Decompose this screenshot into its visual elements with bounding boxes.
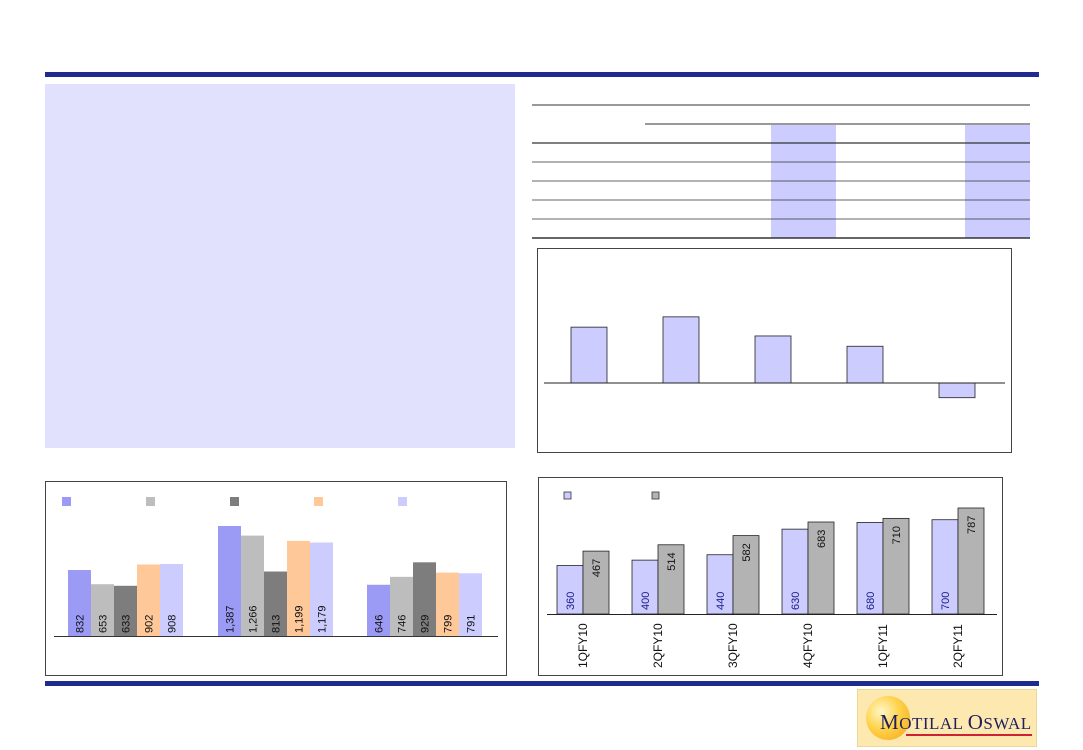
legend-swatch xyxy=(146,497,155,506)
bar-value-label: 633 xyxy=(121,615,133,633)
bar xyxy=(160,563,183,636)
category-label: 3QFY10 xyxy=(726,623,740,668)
bar-chart-growth xyxy=(544,316,1005,399)
motilal-oswal-logo: MOTILAL OSWAL xyxy=(857,689,1037,747)
bar-value-label: 1,266 xyxy=(248,605,260,633)
bar-value-label: 630 xyxy=(790,592,802,610)
bar xyxy=(938,382,976,399)
bar xyxy=(957,507,985,615)
bar xyxy=(310,542,333,636)
category-label: 4QFY10 xyxy=(801,623,815,668)
bar-value-label: 467 xyxy=(591,559,603,577)
bar xyxy=(631,559,659,615)
bar-value-label: 653 xyxy=(98,615,110,633)
bar xyxy=(856,522,884,615)
commentary-panel xyxy=(45,84,515,448)
data-table xyxy=(532,104,1030,239)
category-label: 1QFY10 xyxy=(576,623,590,668)
legend-swatch xyxy=(563,491,572,500)
bar xyxy=(413,562,436,636)
bar-value-label: 908 xyxy=(167,615,179,633)
bar-value-label: 400 xyxy=(640,592,652,610)
bar-value-label: 710 xyxy=(891,526,903,544)
bar xyxy=(114,585,137,636)
grouped-bar-chart: 832 1,387 646 653 1,266 746 633 813 929 902 1,199 7… xyxy=(54,497,498,637)
chart-frame-3: 360 467 1QFY10 400 514 2QFY10 440 582 3QFY10 630 6… xyxy=(538,477,1003,676)
bar-value-label: 832 xyxy=(75,615,87,633)
bar-value-label: 514 xyxy=(666,552,678,570)
header-rule xyxy=(45,72,1039,77)
bar xyxy=(732,535,760,615)
category-label: 1QFY11 xyxy=(876,624,890,668)
legend-swatch xyxy=(398,497,407,506)
bar-value-label: 902 xyxy=(144,615,156,633)
table-highlight-column-1 xyxy=(771,125,836,238)
bar-value-label: 787 xyxy=(966,516,978,534)
bar xyxy=(882,517,910,615)
bar xyxy=(754,335,792,384)
bar xyxy=(137,564,160,636)
sun-logo-icon xyxy=(866,696,910,740)
bar xyxy=(367,584,390,636)
logo-underline xyxy=(906,734,1032,736)
bar xyxy=(68,570,91,636)
bar-value-label: 746 xyxy=(397,615,409,633)
bar-value-label: 680 xyxy=(865,592,877,610)
bar-value-label: 440 xyxy=(715,592,727,610)
legend-swatch xyxy=(62,497,71,506)
bar-value-label: 1,387 xyxy=(225,605,237,633)
bar-value-label: 646 xyxy=(374,615,386,633)
legend-swatch xyxy=(314,497,323,506)
bar xyxy=(459,573,482,636)
category-label: 2QFY10 xyxy=(651,623,665,668)
bar xyxy=(287,540,310,636)
bar-value-label: 1,199 xyxy=(294,605,306,633)
bar-value-label: 799 xyxy=(443,615,455,633)
bar xyxy=(390,576,413,636)
bar-value-label: 582 xyxy=(741,543,753,561)
bar xyxy=(218,526,241,636)
table-highlight-column-2 xyxy=(965,125,1030,238)
bar xyxy=(781,528,809,615)
chart-frame-1: 832 1,387 646 653 1,266 746 633 813 929 902 1,199 7… xyxy=(45,481,507,676)
bar-value-label: 700 xyxy=(940,592,952,610)
bar xyxy=(807,521,835,615)
chart-frame-2 xyxy=(537,248,1012,453)
bar xyxy=(570,326,608,384)
bar xyxy=(846,345,884,384)
footer-rule xyxy=(45,681,1039,686)
bar xyxy=(931,519,959,615)
bar xyxy=(241,535,264,636)
bar xyxy=(706,554,734,615)
bar-value-label: 929 xyxy=(420,615,432,633)
legend-swatch xyxy=(651,491,660,500)
bar-value-label: 1,179 xyxy=(317,605,329,633)
bar xyxy=(264,571,287,636)
bar xyxy=(91,584,114,636)
bar xyxy=(582,550,610,615)
logo-wordmark: MOTILAL OSWAL xyxy=(880,710,1032,734)
legend-swatch xyxy=(230,497,239,506)
bar-value-label: 683 xyxy=(816,530,828,548)
bar-value-label: 791 xyxy=(466,615,478,633)
bar xyxy=(662,316,700,384)
bar xyxy=(556,565,584,615)
bar-value-label: 360 xyxy=(565,592,577,610)
bar-value-label: 813 xyxy=(271,615,283,633)
bar xyxy=(436,572,459,636)
category-label: 2QFY11 xyxy=(951,624,965,668)
quarterly-bar-chart: 360 467 1QFY10 400 514 2QFY10 440 582 3QFY10 630 6… xyxy=(547,491,997,668)
